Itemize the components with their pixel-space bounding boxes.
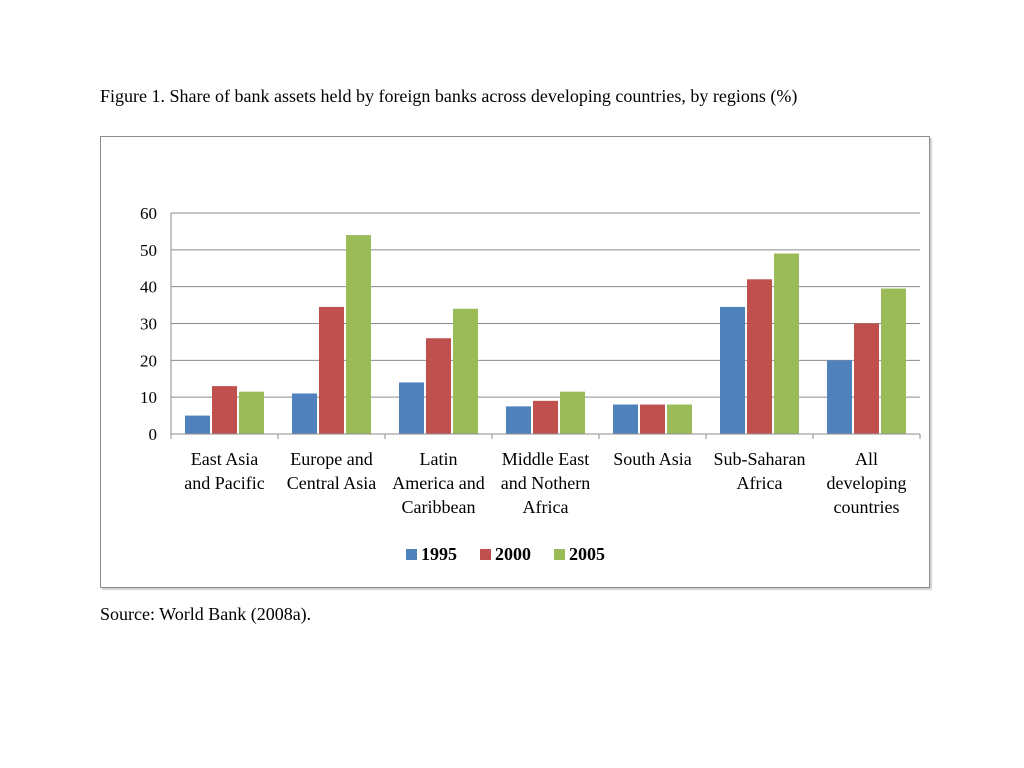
bar-chart: 0 10 20 30 40 50 60 East Asia and Pacific Europe …: [140, 204, 921, 564]
bar-2000: [426, 338, 451, 434]
bar-2000: [854, 323, 879, 434]
y-tick-label: 60: [140, 204, 157, 223]
bar-1995: [827, 360, 852, 434]
x-category-label: Caribbean: [402, 497, 476, 517]
bar-2000: [640, 404, 665, 434]
bar-2005: [667, 404, 692, 434]
bar-1995: [185, 415, 210, 434]
x-category-label: South Asia: [613, 449, 692, 469]
x-category-label: Europe and: [290, 449, 372, 469]
bar-2000: [533, 400, 558, 434]
labels: 0 10 20 30 40 50 60 East Asia and Pacific Europe …: [140, 204, 906, 517]
y-tick-label: 20: [140, 351, 157, 370]
y-tick-label: 30: [140, 315, 157, 334]
legend-label-2005: 2005: [569, 544, 605, 564]
x-category-label: Africa: [737, 473, 783, 493]
x-category-label: Latin: [420, 449, 458, 469]
legend-swatch-2000: [480, 549, 491, 560]
bar-1995: [613, 404, 638, 434]
x-category-label: America and: [392, 473, 484, 493]
legend-swatch-1995: [406, 549, 417, 560]
bar-1995: [399, 382, 424, 434]
grid-lines: [171, 212, 920, 398]
bar-2005: [881, 288, 906, 434]
y-tick-label: 0: [149, 425, 158, 444]
x-category-label: East Asia: [191, 449, 259, 469]
bar-2005: [239, 391, 264, 434]
bar-2005: [774, 253, 799, 434]
y-tick-label: 10: [140, 388, 157, 407]
bar-2000: [319, 306, 344, 434]
legend-label-1995: 1995: [421, 544, 457, 564]
figure-title: Figure 1. Share of bank assets held by f…: [100, 86, 798, 106]
x-category-label: Central Asia: [287, 473, 376, 493]
bar-2005: [453, 308, 478, 434]
legend-label-2000: 2000: [495, 544, 531, 564]
x-category-label: and Nothern: [501, 473, 590, 493]
legend-swatch-2005: [554, 549, 565, 560]
x-category-label: Sub-Saharan: [714, 449, 806, 469]
figure-source: Source: World Bank (2008a).: [100, 604, 312, 624]
bar-2005: [560, 391, 585, 434]
bar-1995: [292, 393, 317, 434]
x-category-label: Africa: [523, 497, 569, 517]
bar-2000: [212, 386, 237, 434]
x-category-label: and Pacific: [184, 473, 264, 493]
bar-2005: [346, 235, 371, 434]
axes: [170, 213, 921, 439]
x-category-label: Middle East: [502, 449, 590, 469]
y-tick-label: 40: [140, 278, 157, 297]
bar-1995: [720, 306, 745, 434]
x-category-label: countries: [834, 497, 900, 517]
y-tick-label: 50: [140, 241, 157, 260]
bar-1995: [506, 406, 531, 434]
chart-frame: 0 10 20 30 40 50 60 East Asia and Pacific Europe …: [100, 136, 930, 588]
x-category-label: All: [855, 449, 878, 469]
bar-2000: [747, 279, 772, 434]
x-category-label: developing: [827, 473, 907, 493]
bars: [185, 235, 906, 434]
legend: 1995 2000 2005: [406, 544, 605, 564]
